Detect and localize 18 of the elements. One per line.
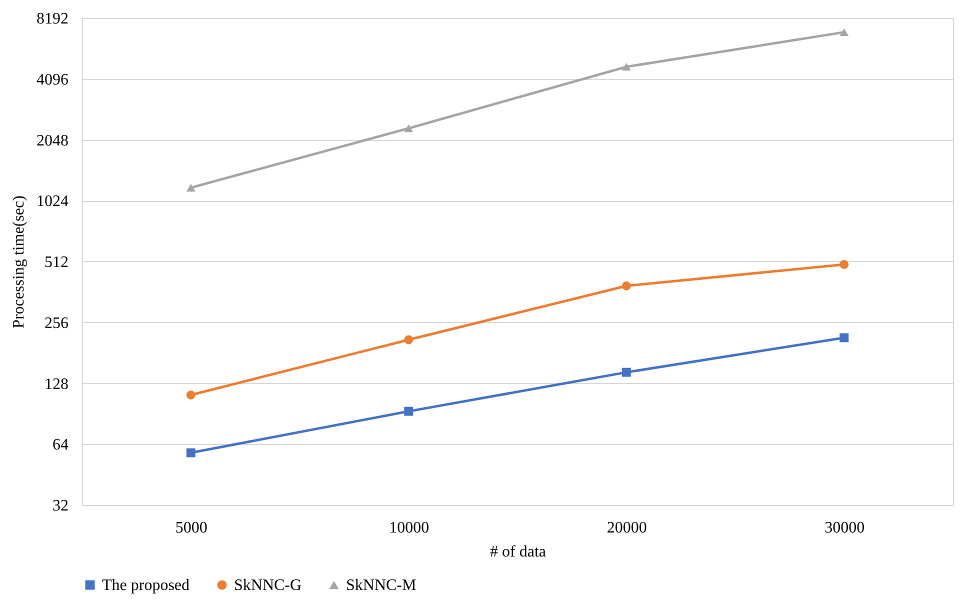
x-tick-label: 5000 [175, 520, 208, 536]
x-tick-label: 30000 [824, 520, 865, 536]
y-tick-label: 128 [44, 376, 68, 393]
y-tick-label: 512 [44, 254, 68, 271]
legend-label: SkNNC-G [234, 577, 302, 594]
x-tick-label: 10000 [389, 520, 430, 536]
y-tick-label: 4096 [36, 71, 68, 88]
y-tick-label: 256 [44, 314, 68, 332]
y-tick-label: 32 [52, 498, 68, 514]
x-axis-title: # of data [490, 544, 546, 560]
y-tick-label: 1024 [36, 193, 68, 210]
y-tick-label: 2048 [36, 132, 68, 150]
legend-label: SkNNC-M [346, 577, 416, 594]
x-tick-label: 20000 [606, 520, 647, 536]
y-axis-title: Processing time(sec) [10, 196, 28, 328]
legend-label: The proposed [102, 577, 190, 594]
y-tick-label: 8192 [36, 10, 68, 28]
y-tick-label: 64 [52, 436, 68, 454]
